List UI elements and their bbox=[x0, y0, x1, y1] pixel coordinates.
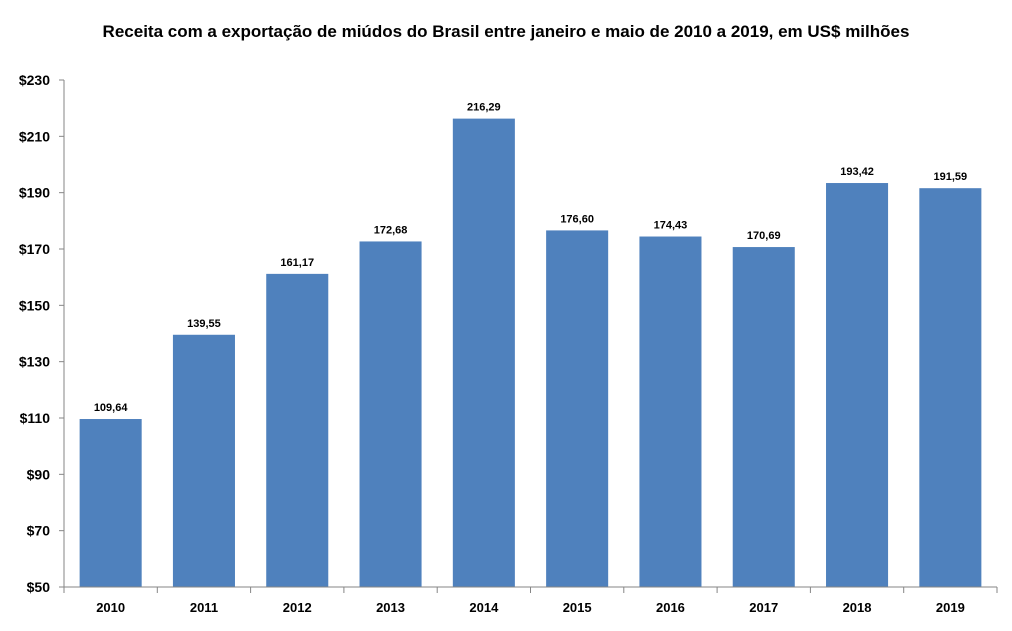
x-tick-label-2012: 2012 bbox=[283, 600, 312, 615]
data-label-2014: 216,29 bbox=[467, 102, 501, 114]
bar-2016 bbox=[639, 236, 702, 588]
bar-2011 bbox=[172, 334, 235, 587]
x-tick-label-2017: 2017 bbox=[749, 600, 778, 615]
x-tick-label-2018: 2018 bbox=[843, 600, 872, 615]
bar-2010 bbox=[79, 419, 142, 587]
data-label-2015: 176,60 bbox=[560, 213, 594, 225]
data-label-2012: 161,17 bbox=[280, 257, 314, 269]
y-tick-label-110: $110 bbox=[20, 410, 51, 426]
x-tick-label-2013: 2013 bbox=[376, 600, 405, 615]
bar-2012 bbox=[266, 273, 329, 587]
x-tick-label-2019: 2019 bbox=[936, 600, 965, 615]
chart-title: Receita com a exportação de miúdos do Br… bbox=[102, 22, 910, 41]
bar-2015 bbox=[546, 230, 609, 587]
data-label-2011: 139,55 bbox=[187, 318, 221, 330]
y-tick-label-170: $170 bbox=[19, 241, 50, 257]
y-tick-label-130: $130 bbox=[19, 354, 50, 370]
data-label-2010: 109,64 bbox=[94, 402, 129, 414]
data-label-2017: 170,69 bbox=[747, 230, 781, 242]
x-tick-label-2010: 2010 bbox=[96, 600, 125, 615]
data-label-2013: 172,68 bbox=[374, 224, 408, 236]
x-tick-label-2015: 2015 bbox=[563, 600, 592, 615]
bar-2017 bbox=[732, 247, 795, 587]
y-tick-label-50: $50 bbox=[27, 579, 51, 595]
bar-2018 bbox=[826, 183, 889, 587]
x-tick-label-2011: 2011 bbox=[190, 600, 218, 615]
x-tick-label-2016: 2016 bbox=[656, 600, 685, 615]
y-tick-label-190: $190 bbox=[19, 185, 50, 201]
bar-2019 bbox=[919, 188, 982, 587]
data-label-2018: 193,42 bbox=[840, 166, 874, 178]
data-label-2016: 174,43 bbox=[654, 220, 688, 232]
y-tick-label-90: $90 bbox=[27, 466, 51, 482]
y-tick-label-70: $70 bbox=[27, 523, 51, 539]
y-tick-label-230: $230 bbox=[19, 72, 50, 88]
y-tick-label-150: $150 bbox=[19, 297, 50, 313]
bar-2013 bbox=[359, 241, 422, 587]
x-tick-label-2014: 2014 bbox=[469, 600, 499, 615]
bar-2014 bbox=[452, 118, 515, 587]
y-tick-label-210: $210 bbox=[19, 128, 50, 144]
data-label-2019: 191,59 bbox=[934, 171, 968, 183]
